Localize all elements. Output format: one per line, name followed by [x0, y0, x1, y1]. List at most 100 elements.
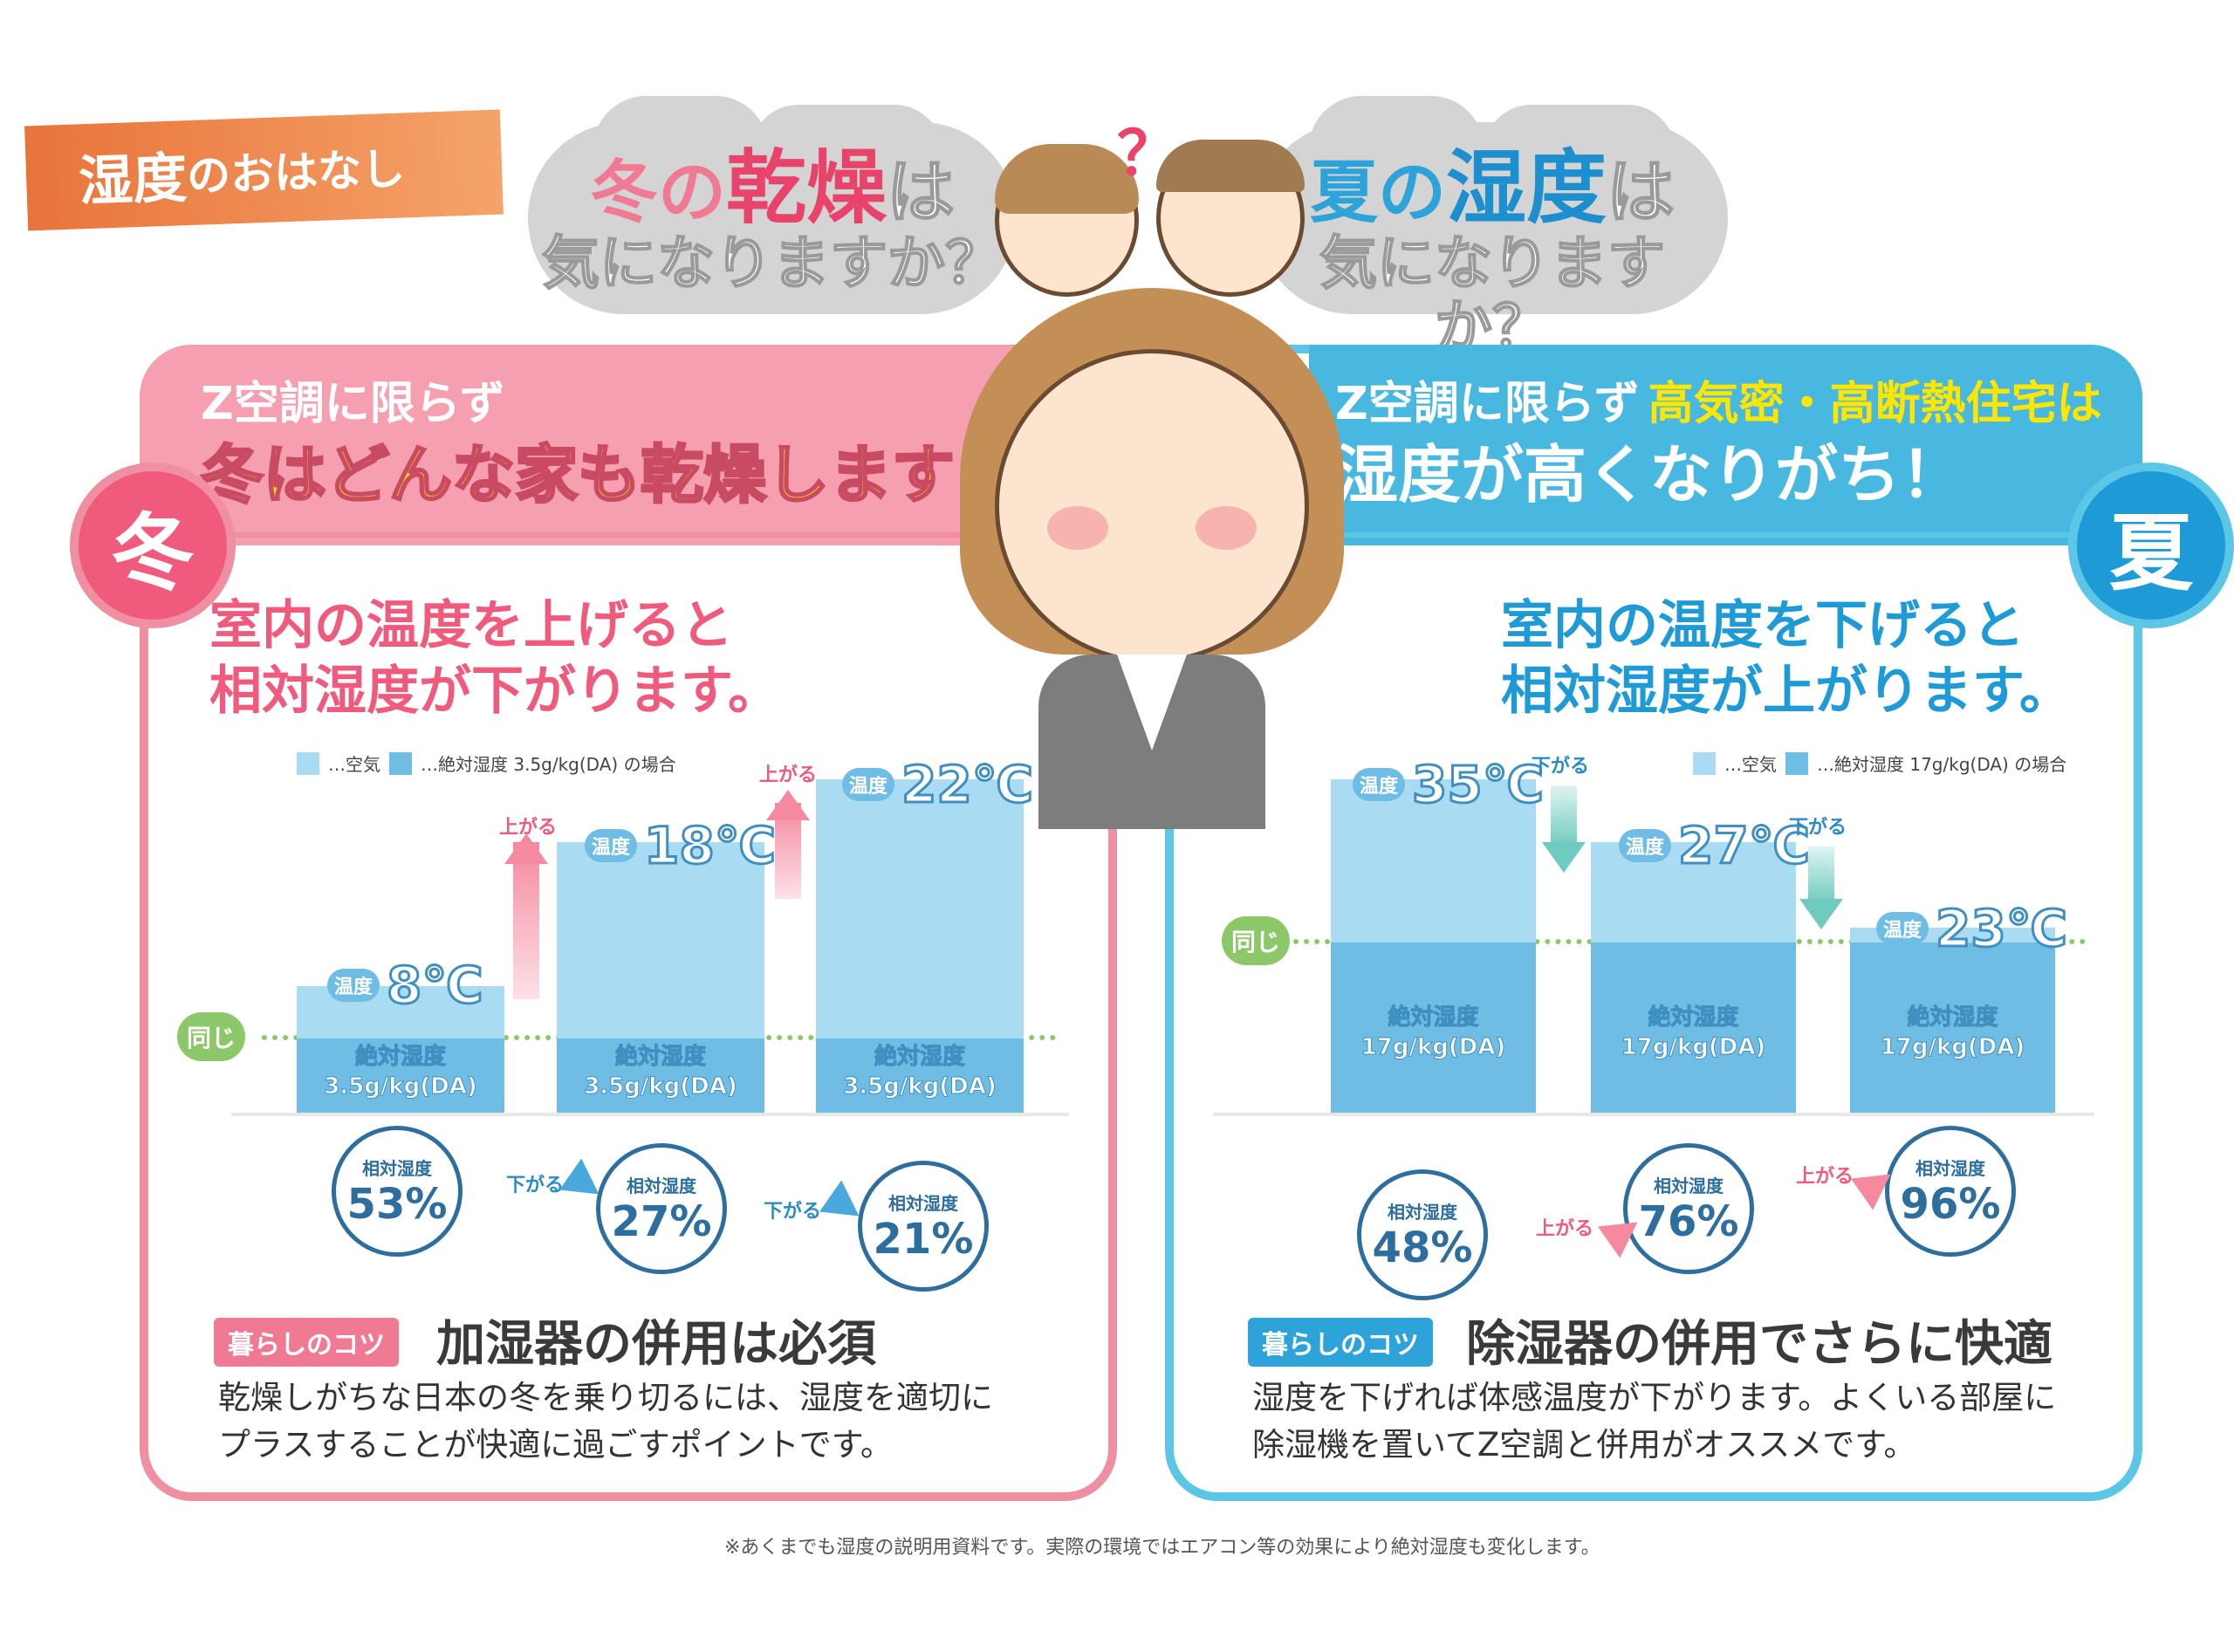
- rh-value: 48%: [1372, 1223, 1473, 1272]
- summer-tip-title: 除湿器の併用でさらに快適: [1466, 1316, 2052, 1373]
- summer-band-sub-row: Z空調に限らず 高気密・高断熱住宅は: [1335, 367, 2102, 432]
- summer-divider: [1165, 532, 2125, 538]
- cheek-left: [1047, 506, 1108, 550]
- cloud-w-post: は: [886, 154, 956, 232]
- summer-up-label-2: 上がる: [1796, 1166, 1854, 1188]
- summer-band-sub: Z空調に限らず: [1335, 378, 1640, 430]
- hair-shape: [995, 144, 1139, 214]
- summer-band-em: 高気密・高断熱住宅は: [1648, 378, 2102, 430]
- summer-down-label-2: 下がる: [1789, 817, 1847, 839]
- summer-temp-2: 温度 27℃: [1619, 815, 1812, 877]
- legend-air-swatch: [1693, 751, 1716, 775]
- legend-air-label: …空気: [328, 754, 380, 775]
- winter-season-label: 冬: [111, 504, 195, 602]
- summer-baseline: [1213, 1113, 2094, 1116]
- tag-text-3: おはなし: [230, 143, 407, 201]
- cloud-puff: [593, 96, 768, 201]
- rh-key: 相対湿度: [1654, 1175, 1723, 1196]
- temp-value: 27℃: [1677, 815, 1812, 877]
- abs-line2: 3.5g/kg(DA): [843, 1073, 997, 1100]
- winter-tip-line2: プラスすることが快適に過ごすポイントです。: [218, 1425, 893, 1463]
- same-label: 同じ: [186, 1024, 236, 1052]
- winter-temp-3: 温度 22℃: [842, 754, 1035, 816]
- winter-baseline: [231, 1113, 1069, 1116]
- winter-bar-abs-3: [816, 1038, 1024, 1113]
- legend-air-swatch: [297, 751, 319, 775]
- summer-bar-abs-1: [1331, 943, 1536, 1113]
- down-arrow-icon: [1551, 785, 1577, 847]
- rh-key: 相対湿度: [627, 1175, 696, 1196]
- temp-value: 23℃: [1935, 898, 2069, 960]
- winter-down-label-2: 下がる: [764, 1201, 822, 1223]
- cloud-puff: [1484, 105, 1676, 201]
- legend-air-label: …空気: [1724, 754, 1777, 775]
- cloud-w-line2: 気になりますか？: [541, 230, 1004, 298]
- cloud-w-pre: 冬の: [589, 154, 726, 232]
- abs-line1: 絶対湿度: [1907, 1004, 1998, 1032]
- tag-text-2: の: [186, 149, 232, 202]
- temp-key: 温度: [842, 768, 895, 801]
- worried-man-illustration: [1156, 140, 1305, 297]
- winter-temp-2: 温度 18℃: [585, 815, 778, 877]
- winter-headline-2: 相対湿度が下がります。: [209, 661, 780, 722]
- temp-key: 温度: [1876, 912, 1929, 945]
- abs-line1: 絶対湿度: [354, 1044, 446, 1071]
- rh-value: 96%: [1900, 1179, 2001, 1229]
- up-arrow-head: [504, 833, 548, 864]
- legend-abs-swatch: [1785, 751, 1808, 775]
- rh-key: 相対湿度: [362, 1157, 432, 1179]
- abs-line1: 絶対湿度: [614, 1044, 706, 1071]
- rh-key: 相対湿度: [1388, 1201, 1457, 1223]
- summer-abs-label-1: 絶対湿度 17g/kg(DA): [1331, 1004, 1536, 1063]
- cloud-s-em: 湿度: [1445, 141, 1607, 235]
- summer-rh-2: 相対湿度 76%: [1623, 1143, 1754, 1274]
- summer-up-label-1: 上がる: [1536, 1218, 1594, 1240]
- summer-same-badge: 同じ: [1222, 916, 1290, 965]
- hair-shape: [1156, 140, 1305, 192]
- face: [995, 349, 1309, 663]
- abs-line1: 絶対湿度: [874, 1044, 965, 1071]
- temp-value: 22℃: [901, 754, 1035, 816]
- summer-headline-2: 相対湿度が上がります。: [1501, 661, 2072, 722]
- winter-rh-3: 相対湿度 21%: [858, 1161, 989, 1292]
- worried-woman-illustration: [995, 144, 1139, 297]
- winter-header-band: [140, 345, 1012, 545]
- down-arrow-icon: [1808, 847, 1834, 903]
- winter-bar-abs-2: [557, 1038, 764, 1113]
- cloud-s-line2: 気になりますか？: [1319, 230, 1666, 360]
- legend-abs-swatch: [389, 751, 412, 775]
- summer-bar-abs-2: [1591, 943, 1796, 1113]
- winter-bar-abs-1: [297, 1038, 504, 1113]
- rh-value: 27%: [611, 1196, 712, 1246]
- section-tag: 湿度のおはなし: [24, 109, 504, 231]
- winter-tip-line1: 乾燥しがちな日本の冬を乗り切るには、湿度を適切に: [218, 1379, 993, 1416]
- summer-down-label-1: 下がる: [1532, 756, 1590, 778]
- summer-tip-body: 湿度を下げれば体感温度が下がります。よくいる部屋に 除湿機を置いてZ空調と併用が…: [1252, 1374, 2056, 1468]
- winter-divider: [218, 532, 1091, 538]
- up-arrow-head: [766, 790, 810, 820]
- cloud-puff: [750, 105, 942, 201]
- same-label: 同じ: [1230, 928, 1280, 956]
- down-arrow-head: [1799, 899, 1843, 929]
- summer-headline-1: 室内の温度を下げると: [1501, 595, 2025, 656]
- summer-tip-tag: 暮らしのコツ: [1248, 1318, 1433, 1367]
- summer-tip-line1: 湿度を下げれば体感温度が下がります。よくいる部屋に: [1252, 1379, 2057, 1416]
- abs-line2: 17g/kg(DA): [1621, 1033, 1766, 1060]
- summer-tip-line2: 除湿機を置いてZ空調と併用がオススメです。: [1252, 1425, 1916, 1463]
- summer-season-label: 夏: [2109, 504, 2193, 602]
- up-arrow-icon: [513, 842, 539, 999]
- summer-rh-3: 相対湿度 96%: [1885, 1126, 2016, 1257]
- cheek-right: [1196, 506, 1257, 550]
- winter-tip-tag: 暮らしのコツ: [214, 1318, 399, 1367]
- abs-line1: 絶対湿度: [1648, 1004, 1739, 1032]
- footer-note: ※あくまでも湿度の説明用資料です。実際の環境ではエアコン等の効果により絶対湿度も…: [724, 1537, 1600, 1559]
- smiling-woman-illustration: [942, 288, 1361, 829]
- abs-line2: 17g/kg(DA): [1880, 1033, 2025, 1060]
- winter-abs-label-2: 絶対湿度 3.5g/kg(DA): [557, 1043, 764, 1102]
- winter-same-badge: 同じ: [177, 1012, 245, 1061]
- summer-abs-label-2: 絶対湿度 17g/kg(DA): [1591, 1004, 1796, 1063]
- summer-header-band: [1309, 345, 2142, 545]
- winter-season-badge: 冬: [70, 463, 236, 628]
- temp-value: 18℃: [643, 815, 778, 877]
- rh-value: 21%: [873, 1214, 974, 1264]
